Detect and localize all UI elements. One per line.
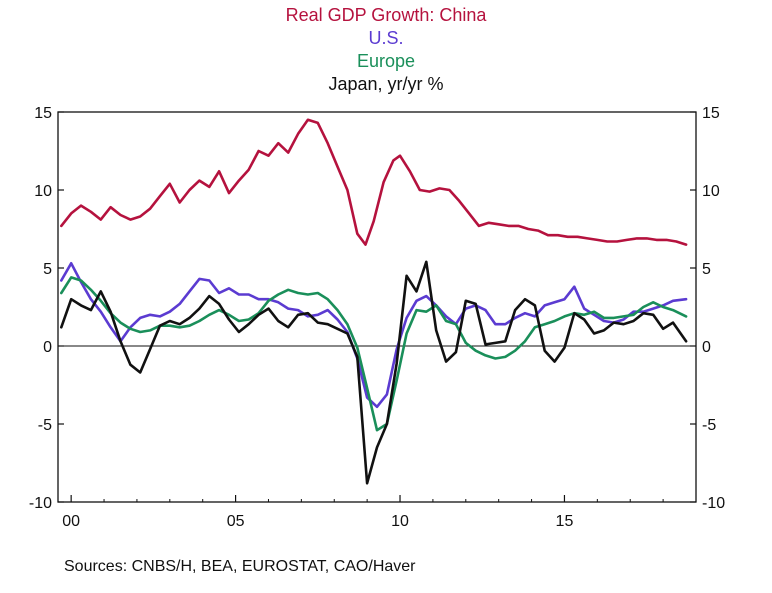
x-tick-label: 10 [391, 513, 409, 530]
y-tick-label-right: 15 [702, 105, 720, 122]
source-note: Sources: CNBS/H, BEA, EUROSTAT, CAO/Have… [64, 558, 416, 575]
series-line-europe [59, 276, 688, 432]
series-line-china [59, 118, 688, 246]
y-tick-label-left: 10 [34, 183, 52, 200]
series-line-japan [59, 260, 688, 485]
y-tick-label-left: 0 [43, 339, 52, 356]
y-tick-label-left: -10 [29, 495, 52, 512]
title-europe: Europe [356, 51, 416, 71]
title-us: U.S. [368, 28, 404, 48]
y-tick-label-right: -5 [702, 417, 716, 434]
plot-frame [57, 111, 697, 503]
x-tick-label: 05 [227, 513, 245, 530]
y-tick-label-left: 5 [43, 261, 52, 278]
y-tick-label-right: 5 [702, 261, 711, 278]
x-tick-label: 00 [62, 513, 80, 530]
y-tick-label-right: -10 [702, 495, 725, 512]
chart-title-block: Real GDP Growth: China U.S. Europe Japan… [0, 4, 772, 96]
series-line-us [59, 261, 688, 409]
y-tick-label-right: 0 [702, 339, 711, 356]
title-china: Real GDP Growth: China [285, 5, 487, 25]
y-tick-label-right: 10 [702, 183, 720, 200]
y-tick-label-left: 15 [34, 105, 52, 122]
x-tick-label: 15 [556, 513, 574, 530]
title-japan: Japan, yr/yr % [328, 74, 444, 94]
y-tick-label-left: -5 [38, 417, 52, 434]
